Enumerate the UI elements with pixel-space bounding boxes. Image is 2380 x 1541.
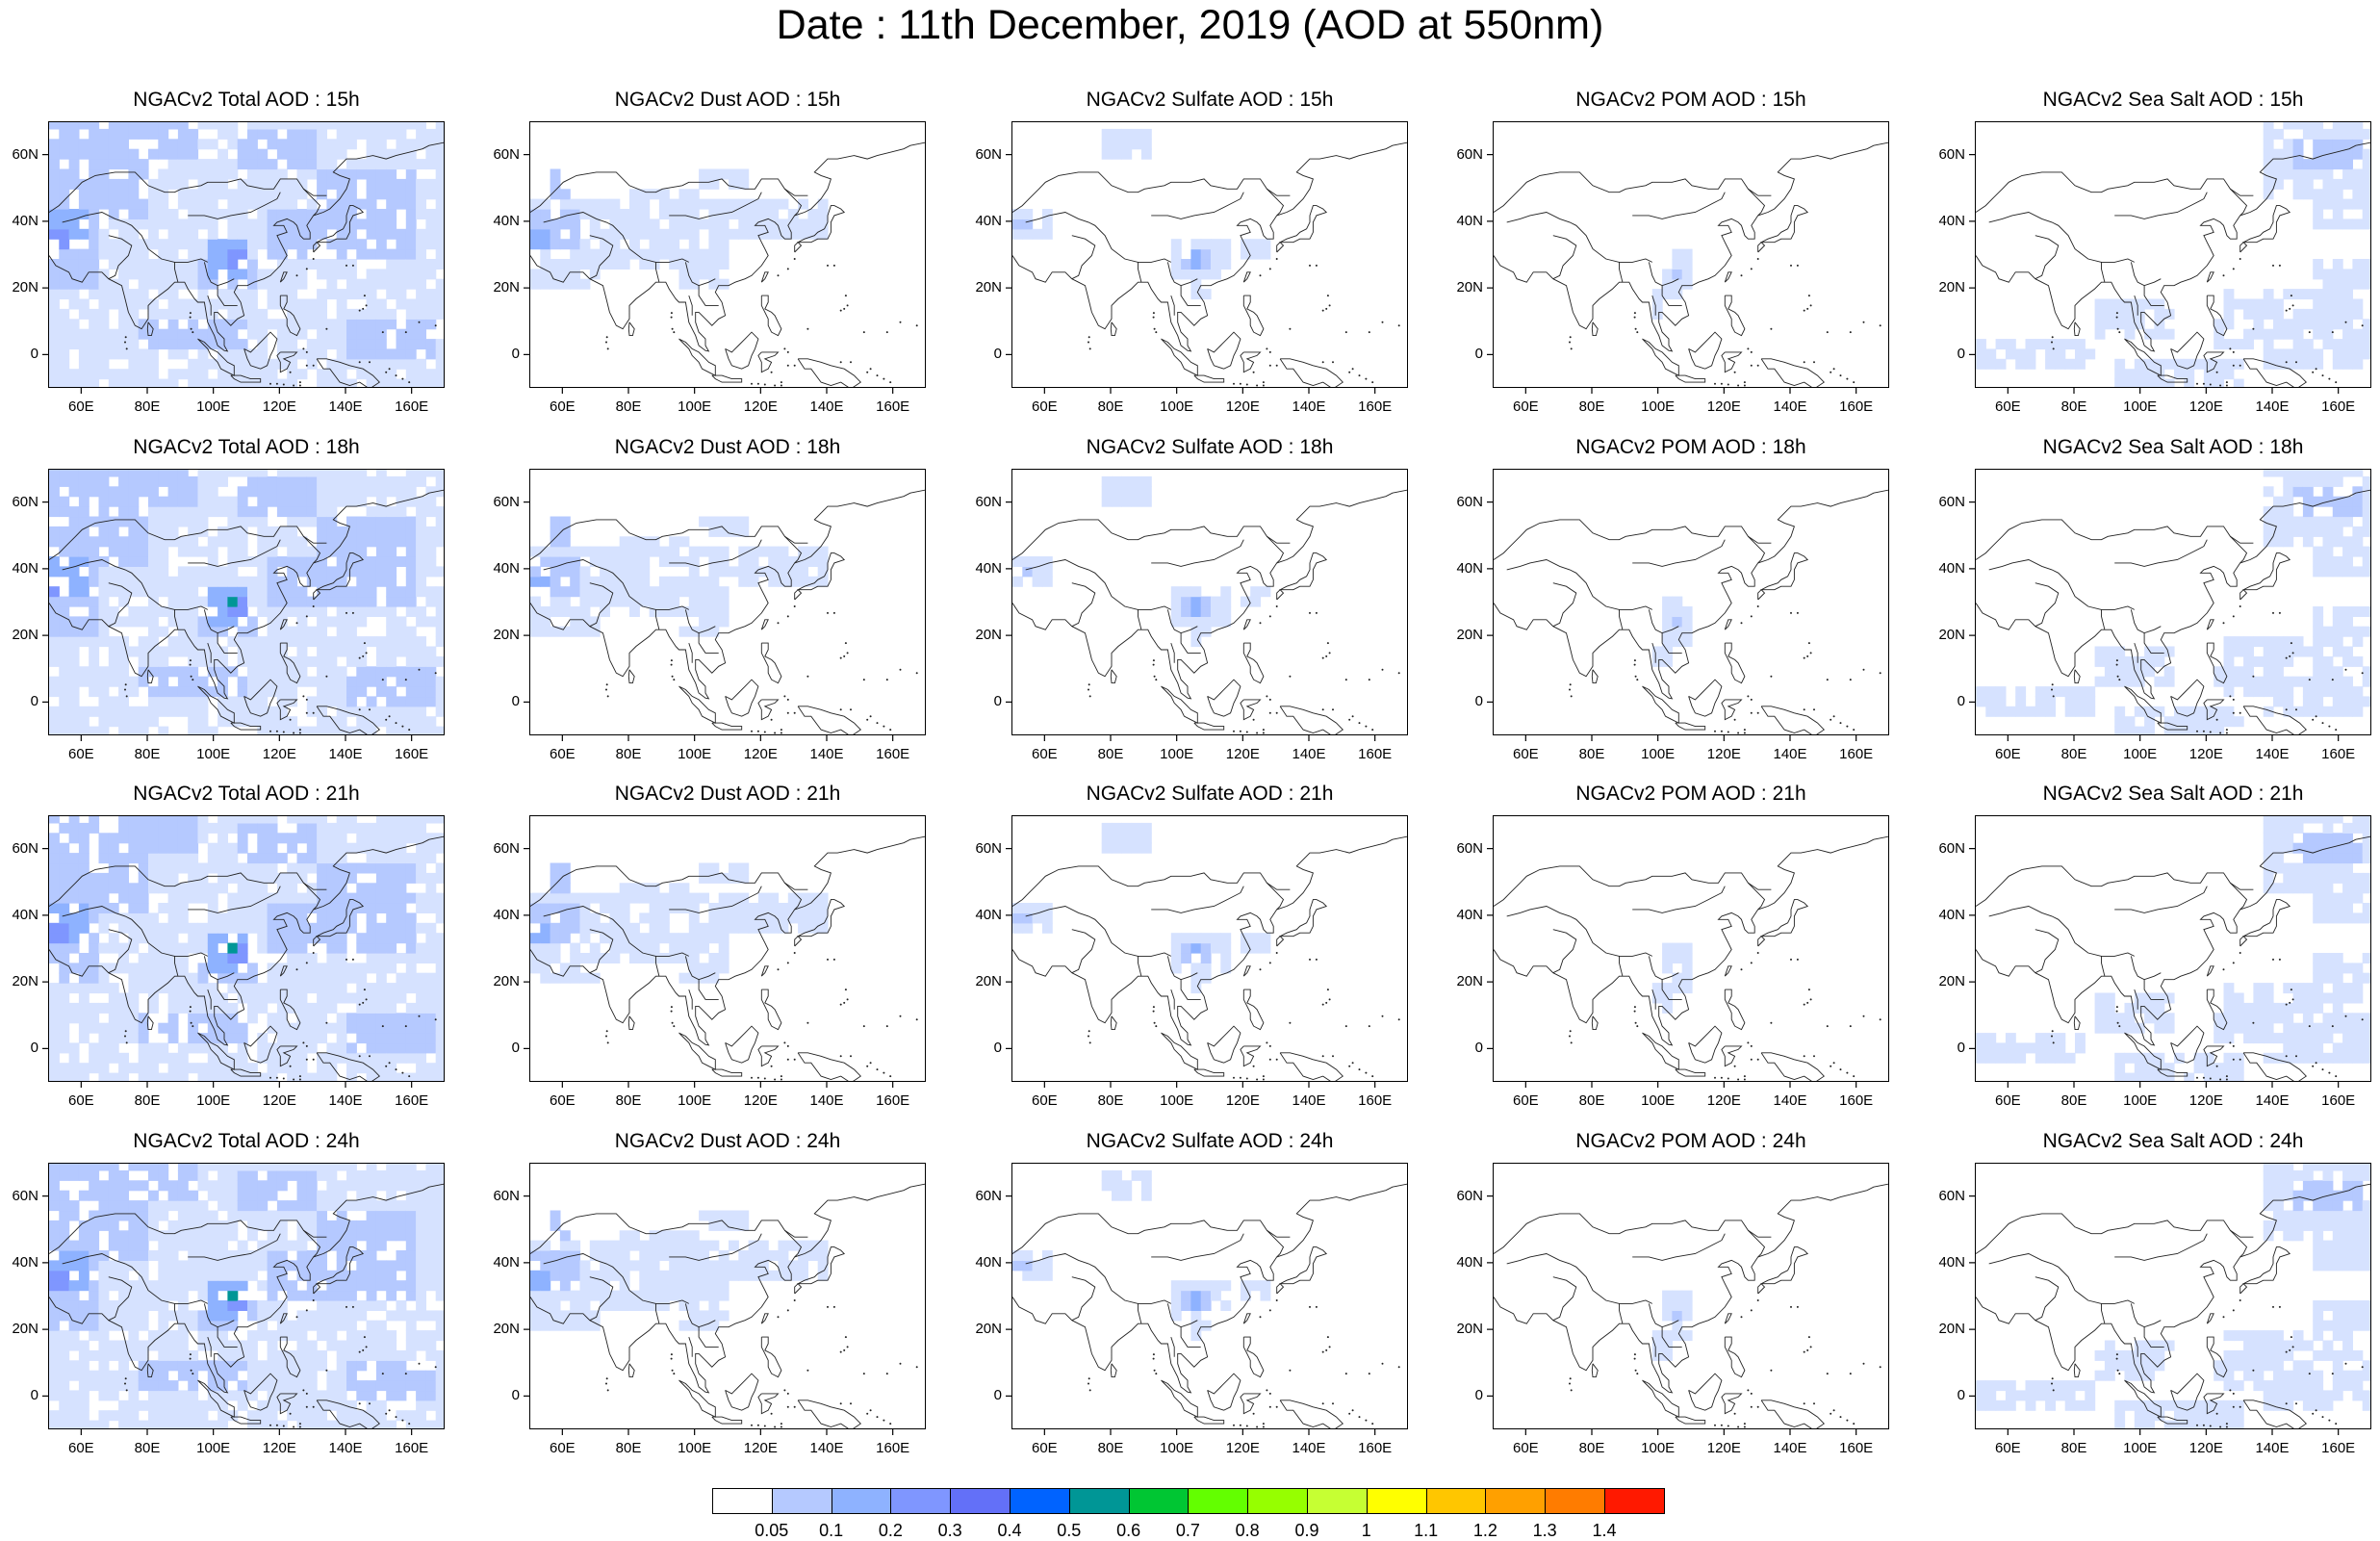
tick-marks [0,430,454,764]
tick-marks [481,777,935,1111]
tick-marks [1445,430,1899,764]
tick-marks [1927,83,2380,417]
tick-marks [1927,430,2380,764]
tick-marks [963,430,1418,764]
figure-title: Date : 11th December, 2019 (AOD at 550nm… [0,2,2380,49]
tick-marks [0,83,454,417]
tick-marks [481,430,935,764]
tick-marks [1445,83,1899,417]
tick-marks [481,83,935,417]
tick-marks [963,83,1418,417]
tick-marks [0,777,454,1111]
